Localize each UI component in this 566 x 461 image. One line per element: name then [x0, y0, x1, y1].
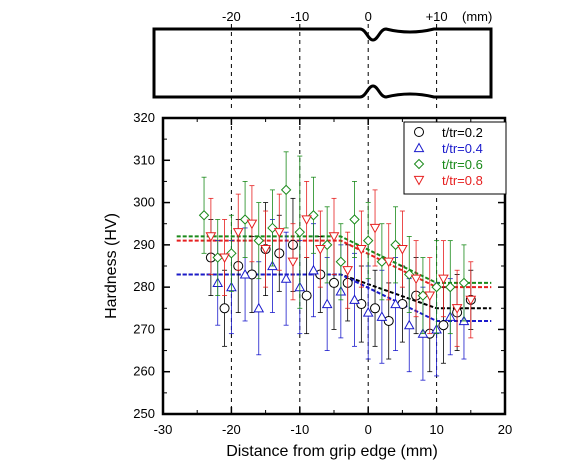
data-point-circle	[414, 127, 424, 137]
data-point-triangle-up	[308, 264, 319, 275]
data-point-circle	[301, 290, 312, 301]
data-point-triangle-down	[301, 215, 312, 226]
schematic-tick-label: +10	[426, 9, 448, 24]
data-point-diamond	[349, 214, 360, 225]
series-group	[198, 151, 470, 335]
x-tick-label: 10	[429, 422, 443, 437]
data-point-triangle-up	[390, 298, 401, 309]
legend-entry-label: t/tr=0.8	[442, 173, 483, 188]
y-axis-label: Hardness (HV)	[103, 213, 120, 319]
y-tick-label: 290	[133, 237, 155, 252]
data-point-triangle-up	[321, 298, 333, 309]
data-point-triangle-down	[287, 257, 299, 268]
data-point-triangle-up	[413, 142, 425, 153]
grid-lines: -20 -10 0 +10	[222, 9, 448, 414]
data-point-diamond	[267, 222, 278, 234]
data-point-triangle-down	[273, 228, 285, 238]
data-point-triangle-down	[465, 295, 477, 306]
data-point-diamond	[198, 210, 210, 221]
x-axis-label: Distance from grip edge (mm)	[226, 443, 438, 460]
legend-entry-label: t/tr=0.2	[442, 125, 483, 140]
data-point-triangle-up	[349, 294, 360, 304]
y-tick-label: 260	[133, 364, 155, 379]
data-point-diamond	[308, 210, 319, 221]
data-point-diamond	[226, 248, 237, 259]
legend-entry-label: t/tr=0.4	[442, 141, 483, 156]
legend: t/tr=0.2t/tr=0.4t/tr=0.6t/tr=0.8	[403, 121, 507, 195]
y-tick-label: 270	[133, 321, 155, 336]
data-point-triangle-down	[438, 274, 449, 285]
x-axis-ticks: -30 -20 -10 0 10 20	[154, 118, 512, 437]
x-tick-label: 0	[365, 422, 372, 437]
data-point-triangle-down	[314, 244, 326, 255]
data-point-triangle-up	[280, 273, 292, 283]
data-point-circle	[370, 303, 381, 314]
data-point-triangle-down	[219, 253, 230, 264]
specimen-outline	[152, 27, 493, 99]
schematic-unit-label: (mm)	[462, 9, 492, 24]
data-point-triangle-up	[403, 319, 415, 330]
data-point-triangle-down	[369, 223, 381, 234]
data-point-triangle-down	[397, 244, 408, 255]
data-point-triangle-down	[260, 244, 271, 255]
data-point-circle	[356, 299, 367, 310]
data-point-diamond	[335, 256, 347, 267]
data-point-circle	[383, 315, 394, 326]
data-point-triangle-down	[451, 304, 463, 314]
x-tick-label: 20	[498, 422, 512, 437]
data-point-diamond	[404, 269, 415, 280]
data-point-diamond	[362, 235, 374, 246]
plot-area: -20 -10 0 +10 -30 -20 -10 0 10 20 250 260 270 280 29…	[103, 9, 512, 460]
data-point-triangle-down	[342, 266, 354, 276]
data-point-diamond	[280, 184, 292, 196]
y-tick-label: 280	[133, 279, 155, 294]
data-point-circle	[438, 320, 449, 331]
data-point-triangle-down	[232, 228, 244, 238]
data-point-diamond	[294, 226, 306, 238]
schematic-tick-label: 0	[365, 9, 372, 24]
data-point-triangle-up	[253, 302, 265, 313]
data-point-triangle-down	[205, 232, 217, 242]
data-point-diamond	[413, 158, 425, 170]
data-point-diamond	[458, 277, 470, 289]
data-point-triangle-down	[246, 219, 258, 230]
x-tick-label: -30	[154, 422, 173, 437]
data-point-diamond	[253, 235, 264, 246]
data-point-diamond	[390, 239, 401, 251]
series-group	[205, 181, 477, 347]
data-point-diamond	[239, 214, 251, 225]
data-point-triangle-down	[356, 244, 367, 255]
series-group	[212, 219, 470, 381]
schematic-tick-label: -10	[290, 9, 309, 24]
x-tick-label: -20	[222, 422, 241, 437]
specimen-schematic: (mm)	[152, 9, 493, 99]
data-point-circle	[219, 303, 230, 314]
data-point-triangle-up	[376, 311, 388, 321]
y-tick-label: 250	[133, 406, 155, 421]
schematic-tick-label: -20	[222, 9, 241, 24]
data-point-triangle-down	[424, 291, 436, 302]
data-point-diamond	[431, 281, 442, 293]
y-axis-ticks: 250 260 270 280 290 300 310 320	[133, 110, 505, 421]
data-point-triangle-up	[239, 268, 251, 279]
series-marks	[198, 151, 477, 381]
data-point-diamond	[445, 281, 456, 293]
y-tick-label: 310	[133, 152, 155, 167]
data-point-diamond	[321, 239, 333, 251]
legend-entry-label: t/tr=0.6	[442, 157, 483, 172]
data-point-triangle-down	[328, 232, 340, 242]
data-point-circle	[329, 277, 339, 288]
data-point-triangle-up	[362, 306, 374, 317]
y-tick-label: 320	[133, 110, 155, 125]
data-point-triangle-down	[410, 274, 422, 285]
y-tick-label: 300	[133, 195, 155, 210]
data-point-triangle-down	[413, 175, 425, 186]
x-tick-label: -10	[290, 422, 309, 437]
data-point-triangle-down	[383, 257, 395, 268]
